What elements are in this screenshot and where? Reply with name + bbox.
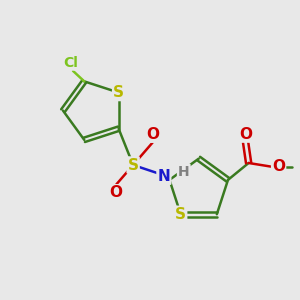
Text: O: O xyxy=(110,185,123,200)
Text: S: S xyxy=(128,158,139,172)
Text: N: N xyxy=(158,169,170,184)
Text: Cl: Cl xyxy=(64,56,79,70)
Text: H: H xyxy=(178,165,190,179)
Text: S: S xyxy=(175,207,186,222)
Text: O: O xyxy=(146,127,159,142)
Text: S: S xyxy=(113,85,124,100)
Text: O: O xyxy=(239,127,252,142)
Text: O: O xyxy=(272,159,285,174)
